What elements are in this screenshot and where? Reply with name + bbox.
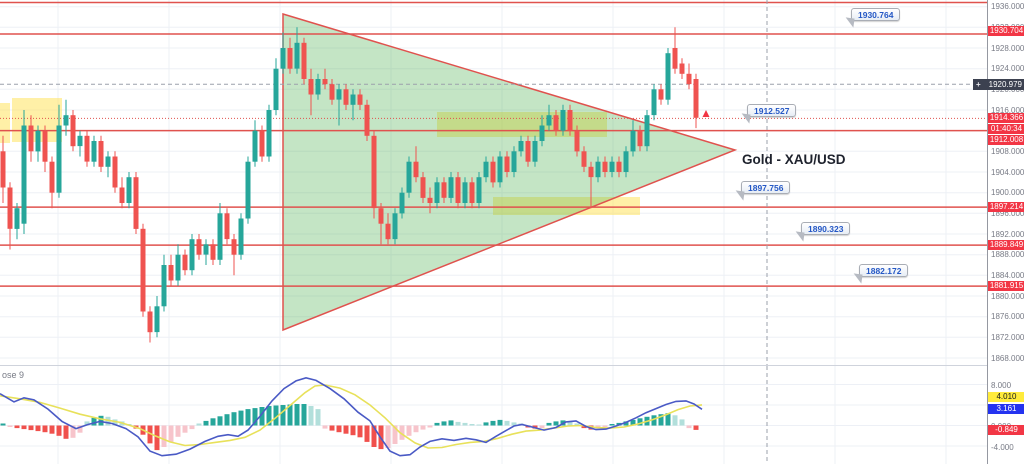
indicator-settings-label: ose 9 <box>2 370 25 380</box>
support-price-label: 1881.915 <box>988 281 1024 291</box>
crosshair-plus-icon: + <box>976 80 981 89</box>
macd-signal-line <box>0 384 703 449</box>
axis-tick-label: 8.000 <box>991 381 1012 390</box>
supply-demand-zones[interactable] <box>0 98 640 215</box>
buy-arrow-marker <box>702 110 710 117</box>
axis-tick-label: 1936.000 <box>991 2 1024 12</box>
level-price-label: 1912.008 <box>988 134 1024 145</box>
axis-tick-label: 1908.000 <box>991 146 1024 156</box>
macd-signal-value-label: 4.010 <box>988 392 1024 402</box>
price-chart-panel[interactable]: Gold - XAU/USD 1930.764 1912.527 1897.75… <box>0 0 987 365</box>
price-callout-label[interactable]: 1912.527 <box>747 104 797 117</box>
support-price-label: 1889.849 <box>988 240 1024 250</box>
horizontal-level-lines[interactable] <box>0 1 987 287</box>
price-callout-label[interactable]: 1897.756 <box>741 181 791 194</box>
resistance-price-label: 1930.704 <box>988 26 1024 36</box>
price-callout-label[interactable]: 1890.323 <box>801 222 851 235</box>
price-callout-label[interactable]: 1930.764 <box>851 8 901 21</box>
crosshair-price-label: +1920.979 <box>973 79 1024 90</box>
axis-tick-label: 1904.000 <box>991 167 1024 177</box>
axis-tick-label: 1928.000 <box>991 43 1024 53</box>
macd-histogram <box>0 404 699 451</box>
axis-tick-label: 1888.000 <box>991 250 1024 260</box>
macd-histogram-value-label: -0.849 <box>988 425 1024 435</box>
price-axis[interactable]: 1936.0001932.0001928.0001924.0001920.000… <box>973 0 1024 464</box>
macd-line-value-label: 3.161 <box>988 404 1024 414</box>
support-price-label: 1897.214 <box>988 202 1024 212</box>
axis-tick-label: -4.000 <box>991 442 1014 452</box>
panel-separator[interactable] <box>0 365 1024 366</box>
axis-tick-label: 1900.000 <box>991 188 1024 198</box>
axis-tick-label: 1916.000 <box>991 105 1024 115</box>
axis-tick-label: 1872.000 <box>991 332 1024 342</box>
axis-tick-label: 1868.000 <box>991 353 1024 363</box>
candles <box>0 27 699 343</box>
axis-tick-label: 1884.000 <box>991 270 1024 280</box>
symbol-label: Gold - XAU/USD <box>742 152 846 167</box>
last-price-label: 1914.366 <box>988 112 1024 123</box>
bar-countdown-label: 01:40:34 <box>988 123 1024 134</box>
axis-tick-label: 1896.000 <box>991 208 1024 218</box>
axis-tick-label: 1892.000 <box>991 229 1024 239</box>
macd-indicator-panel[interactable]: ose 9 <box>0 366 987 464</box>
axis-tick-label: 1880.000 <box>991 291 1024 301</box>
axis-tick-label: 1876.000 <box>991 312 1024 322</box>
price-callout-label[interactable]: 1882.172 <box>859 264 909 277</box>
macd-line <box>0 376 703 457</box>
axis-tick-label: 1924.000 <box>991 64 1024 74</box>
